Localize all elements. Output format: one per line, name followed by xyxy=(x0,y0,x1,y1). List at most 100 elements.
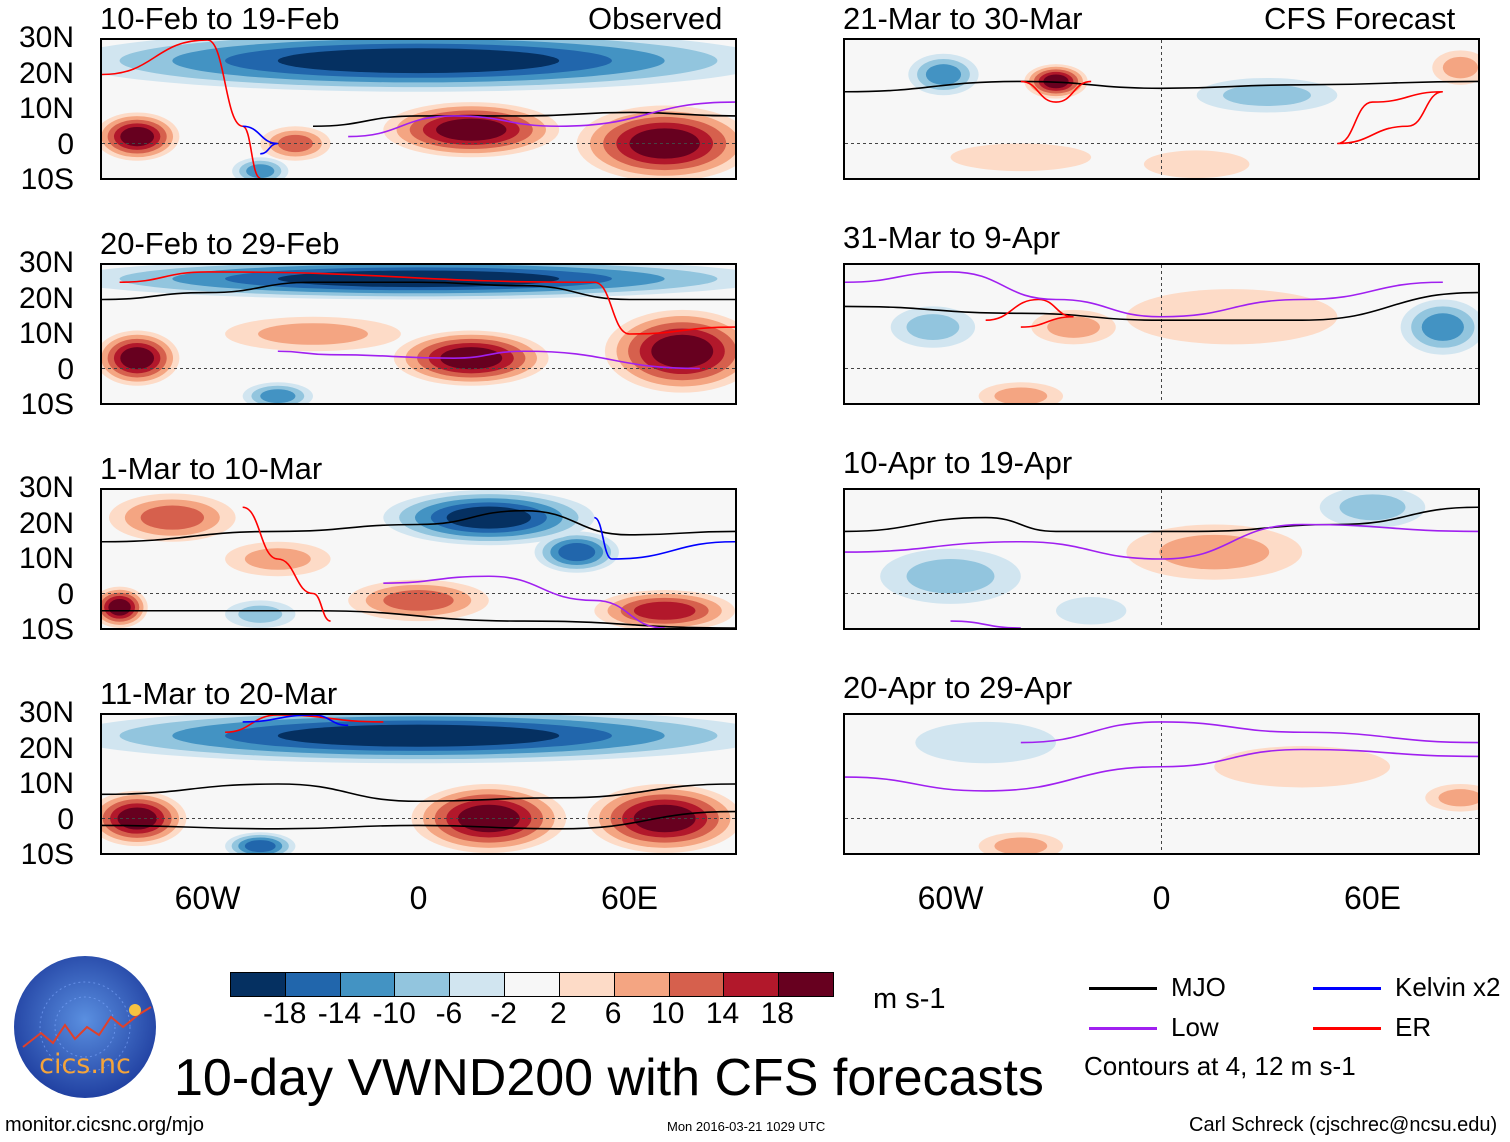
y-tick-label: 0 xyxy=(57,127,74,161)
anomaly-shading xyxy=(1438,789,1478,807)
map-panel xyxy=(100,713,737,855)
y-tick-label: 20N xyxy=(18,56,74,90)
anomaly-shading xyxy=(633,601,696,620)
contour-mjo xyxy=(845,291,1478,321)
contour-low xyxy=(348,101,735,138)
anomaly-shading xyxy=(629,128,700,159)
y-tick-label: 20N xyxy=(18,281,74,315)
anomaly-shading xyxy=(1043,74,1069,89)
panel-title: 11-Mar to 20-Mar xyxy=(100,676,338,711)
x-tick-label: 60E xyxy=(601,880,658,916)
anomaly-shading xyxy=(120,347,155,370)
anomaly-shading xyxy=(436,118,507,141)
anomaly-shading xyxy=(258,323,368,345)
x-tick-label: 60E xyxy=(1344,880,1401,916)
colorbar-swatch xyxy=(231,973,286,996)
map-panel xyxy=(100,38,737,180)
anomaly-shading xyxy=(1223,84,1311,106)
panel-title: 20-Apr to 29-Apr xyxy=(843,670,1073,705)
y-tick-label: 30N xyxy=(18,696,74,729)
panel-title: 20-Feb to 29-Feb xyxy=(100,226,340,261)
y-tick-label: 30N xyxy=(18,21,74,54)
anomaly-shading xyxy=(238,605,283,623)
contour-er xyxy=(242,506,331,622)
colorbar-swatch xyxy=(614,973,670,996)
colorbar-tick: -6 xyxy=(435,997,463,1030)
contour-low xyxy=(845,271,1443,318)
colorbar-tick: 18 xyxy=(760,997,794,1030)
colorbar-tick: 14 xyxy=(705,997,740,1030)
panel-title: 10-Feb to 19-Feb xyxy=(100,1,340,36)
anomaly-shading xyxy=(108,599,131,616)
anomaly-shading xyxy=(633,804,696,833)
anomaly-shading xyxy=(246,164,275,178)
y-tick-label: 0 xyxy=(57,802,74,836)
anomaly-shading xyxy=(558,543,596,562)
colorbar-tick: 6 xyxy=(604,997,622,1030)
colorbar-swatch xyxy=(779,973,833,996)
x-tick-label: 60W xyxy=(917,880,984,916)
colorbar-tick: -18 xyxy=(263,997,307,1030)
legend-label: Kelvin x2 xyxy=(1395,972,1501,1002)
map-panel xyxy=(843,713,1480,855)
anomaly-shading xyxy=(994,837,1048,853)
forecast-header: CFS Forecast xyxy=(1264,1,1456,36)
panel-title: 21-Mar to 30-Mar xyxy=(843,1,1083,36)
contour-er xyxy=(1337,90,1443,145)
source-url[interactable]: monitor.cicsnc.org/mjo xyxy=(5,1114,204,1136)
contour-er xyxy=(985,298,1074,328)
colorbar-swatch xyxy=(285,973,341,996)
anomaly-shading xyxy=(440,347,503,370)
timestamp: Mon 2016-03-21 1029 UTC xyxy=(667,1119,826,1134)
contour-mjo xyxy=(102,281,735,301)
y-tick-label: 10S xyxy=(20,163,74,196)
logo-text: cics.nc xyxy=(39,1049,131,1080)
x-tick-label: 0 xyxy=(1152,880,1171,916)
legend-line xyxy=(1313,987,1381,990)
y-tick-label: 10N xyxy=(18,317,74,350)
map-panel xyxy=(100,263,737,405)
colorbar-swatch xyxy=(395,973,451,996)
anomaly-shading xyxy=(651,334,714,368)
y-tick-label: 10N xyxy=(18,92,74,125)
contour-kelvin xyxy=(242,715,349,727)
units-label: m s-1 xyxy=(873,983,946,1015)
y-tick-label: 0 xyxy=(57,352,74,386)
anomaly-shading xyxy=(277,724,560,747)
legend-line xyxy=(1313,1027,1381,1030)
anomaly-shading xyxy=(140,505,204,530)
anomaly-shading xyxy=(1339,494,1406,521)
x-tick-label: 0 xyxy=(409,880,428,916)
y-tick-label: 10S xyxy=(20,388,74,421)
anomaly-shading xyxy=(260,389,296,403)
contour-mjo xyxy=(845,80,1478,93)
anomaly-shading xyxy=(1442,56,1478,79)
y-tick-label: 10N xyxy=(18,542,74,575)
contour-mjo xyxy=(312,111,735,128)
legend-label: Low xyxy=(1171,1012,1219,1042)
colorbar-swatch xyxy=(450,973,506,996)
map-panel xyxy=(843,488,1480,630)
anomaly-shading xyxy=(1056,596,1127,625)
contour-er xyxy=(119,271,735,335)
contour-er xyxy=(1020,80,1092,103)
anomaly-shading xyxy=(1159,534,1270,570)
contour-note: Contours at 4, 12 m s-1 xyxy=(1084,1051,1356,1081)
colorbar-swatch xyxy=(340,973,396,996)
legend-label: MJO xyxy=(1171,972,1226,1002)
anomaly-shading xyxy=(120,126,155,147)
y-tick-label: 10S xyxy=(20,838,74,871)
figure-title: 10-day VWND200 with CFS forecasts xyxy=(174,1049,1044,1107)
y-tick-label: 10S xyxy=(20,613,74,646)
anomaly-shading xyxy=(1126,289,1338,345)
anomaly-shading xyxy=(950,143,1092,172)
contour-mjo xyxy=(102,509,735,543)
contour-mjo xyxy=(102,810,735,830)
colorbar-swatch xyxy=(559,973,615,996)
panel-title: 31-Mar to 9-Apr xyxy=(843,220,1061,255)
colorbar xyxy=(230,972,834,997)
colorbar-tick: 2 xyxy=(550,997,567,1030)
colorbar-tick: -2 xyxy=(490,997,517,1030)
anomaly-shading xyxy=(994,387,1048,403)
